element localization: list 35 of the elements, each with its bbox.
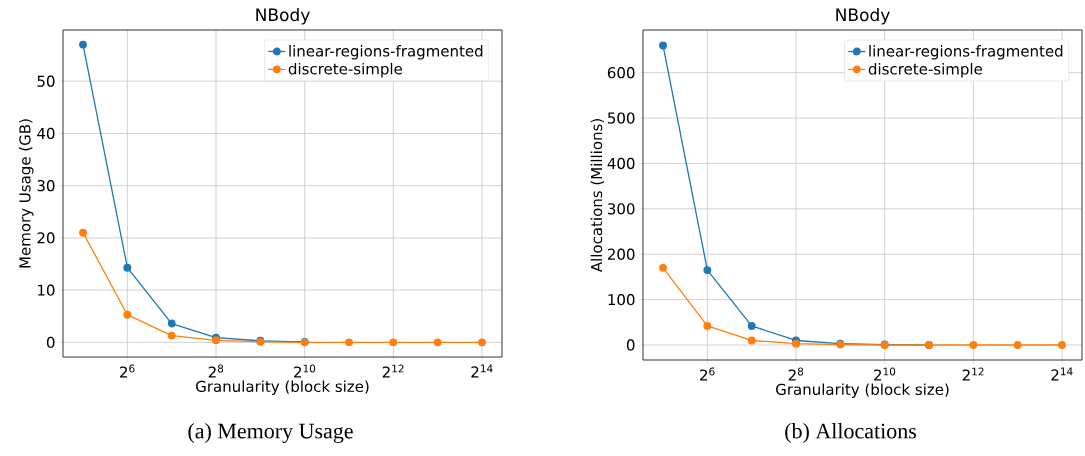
- y-tick-label: 600: [607, 66, 635, 79]
- y-tick-label: 0: [626, 339, 635, 351]
- y-tick-label: 200: [607, 248, 635, 260]
- x-tick-label: 2$^{8}$: [208, 364, 224, 378]
- legend-label: linear-regions-fragmented: [289, 45, 483, 60]
- y-tick-label: 10: [38, 284, 55, 296]
- text: (b) Allocations: [785, 423, 917, 443]
- x-tick-label: 2$^{10}$: [874, 367, 896, 381]
- y-tick-label: 40: [37, 127, 55, 140]
- text: (a) Memory Usage: [188, 423, 353, 444]
- y-tick-label: 100: [608, 293, 635, 306]
- y-tick-label: 50: [37, 75, 55, 87]
- y-tick-label: 20: [37, 232, 55, 244]
- x-tick-label: 2$^{10}$: [294, 364, 316, 378]
- x-tick-label: 2$^{14}$: [471, 364, 493, 378]
- chart-title: NBody: [836, 8, 890, 25]
- x-tick-label: 2$^{6}$: [120, 364, 135, 378]
- y-tick-label: 300: [608, 203, 635, 215]
- x-tick-label: 2$^{8}$: [788, 367, 804, 381]
- legend-label: discrete-simple: [868, 63, 983, 78]
- y-tick-label: 0: [46, 336, 55, 349]
- y-tick-label: 500: [608, 112, 635, 124]
- chart-title: NBody: [256, 8, 310, 25]
- y-axis-title: Allocations (Millions): [590, 119, 604, 273]
- y-axis-title: Memory Usage (GB): [19, 119, 34, 268]
- x-axis-title: Granularity (block size): [196, 380, 369, 395]
- y-tick-label: 30: [37, 179, 55, 192]
- x-tick-label: 2$^{12}$: [382, 364, 404, 378]
- x-tick-label: 2$^{12}$: [962, 367, 984, 381]
- x-axis-title: Granularity (block size): [776, 383, 949, 398]
- x-tick-label: 2$^{6}$: [700, 367, 715, 381]
- y-tick-label: 400: [607, 157, 635, 170]
- legend-label: linear-regions-fragmented: [869, 45, 1063, 60]
- x-tick-label: 2$^{14}$: [1051, 367, 1073, 381]
- legend-label: discrete-simple: [288, 62, 402, 78]
